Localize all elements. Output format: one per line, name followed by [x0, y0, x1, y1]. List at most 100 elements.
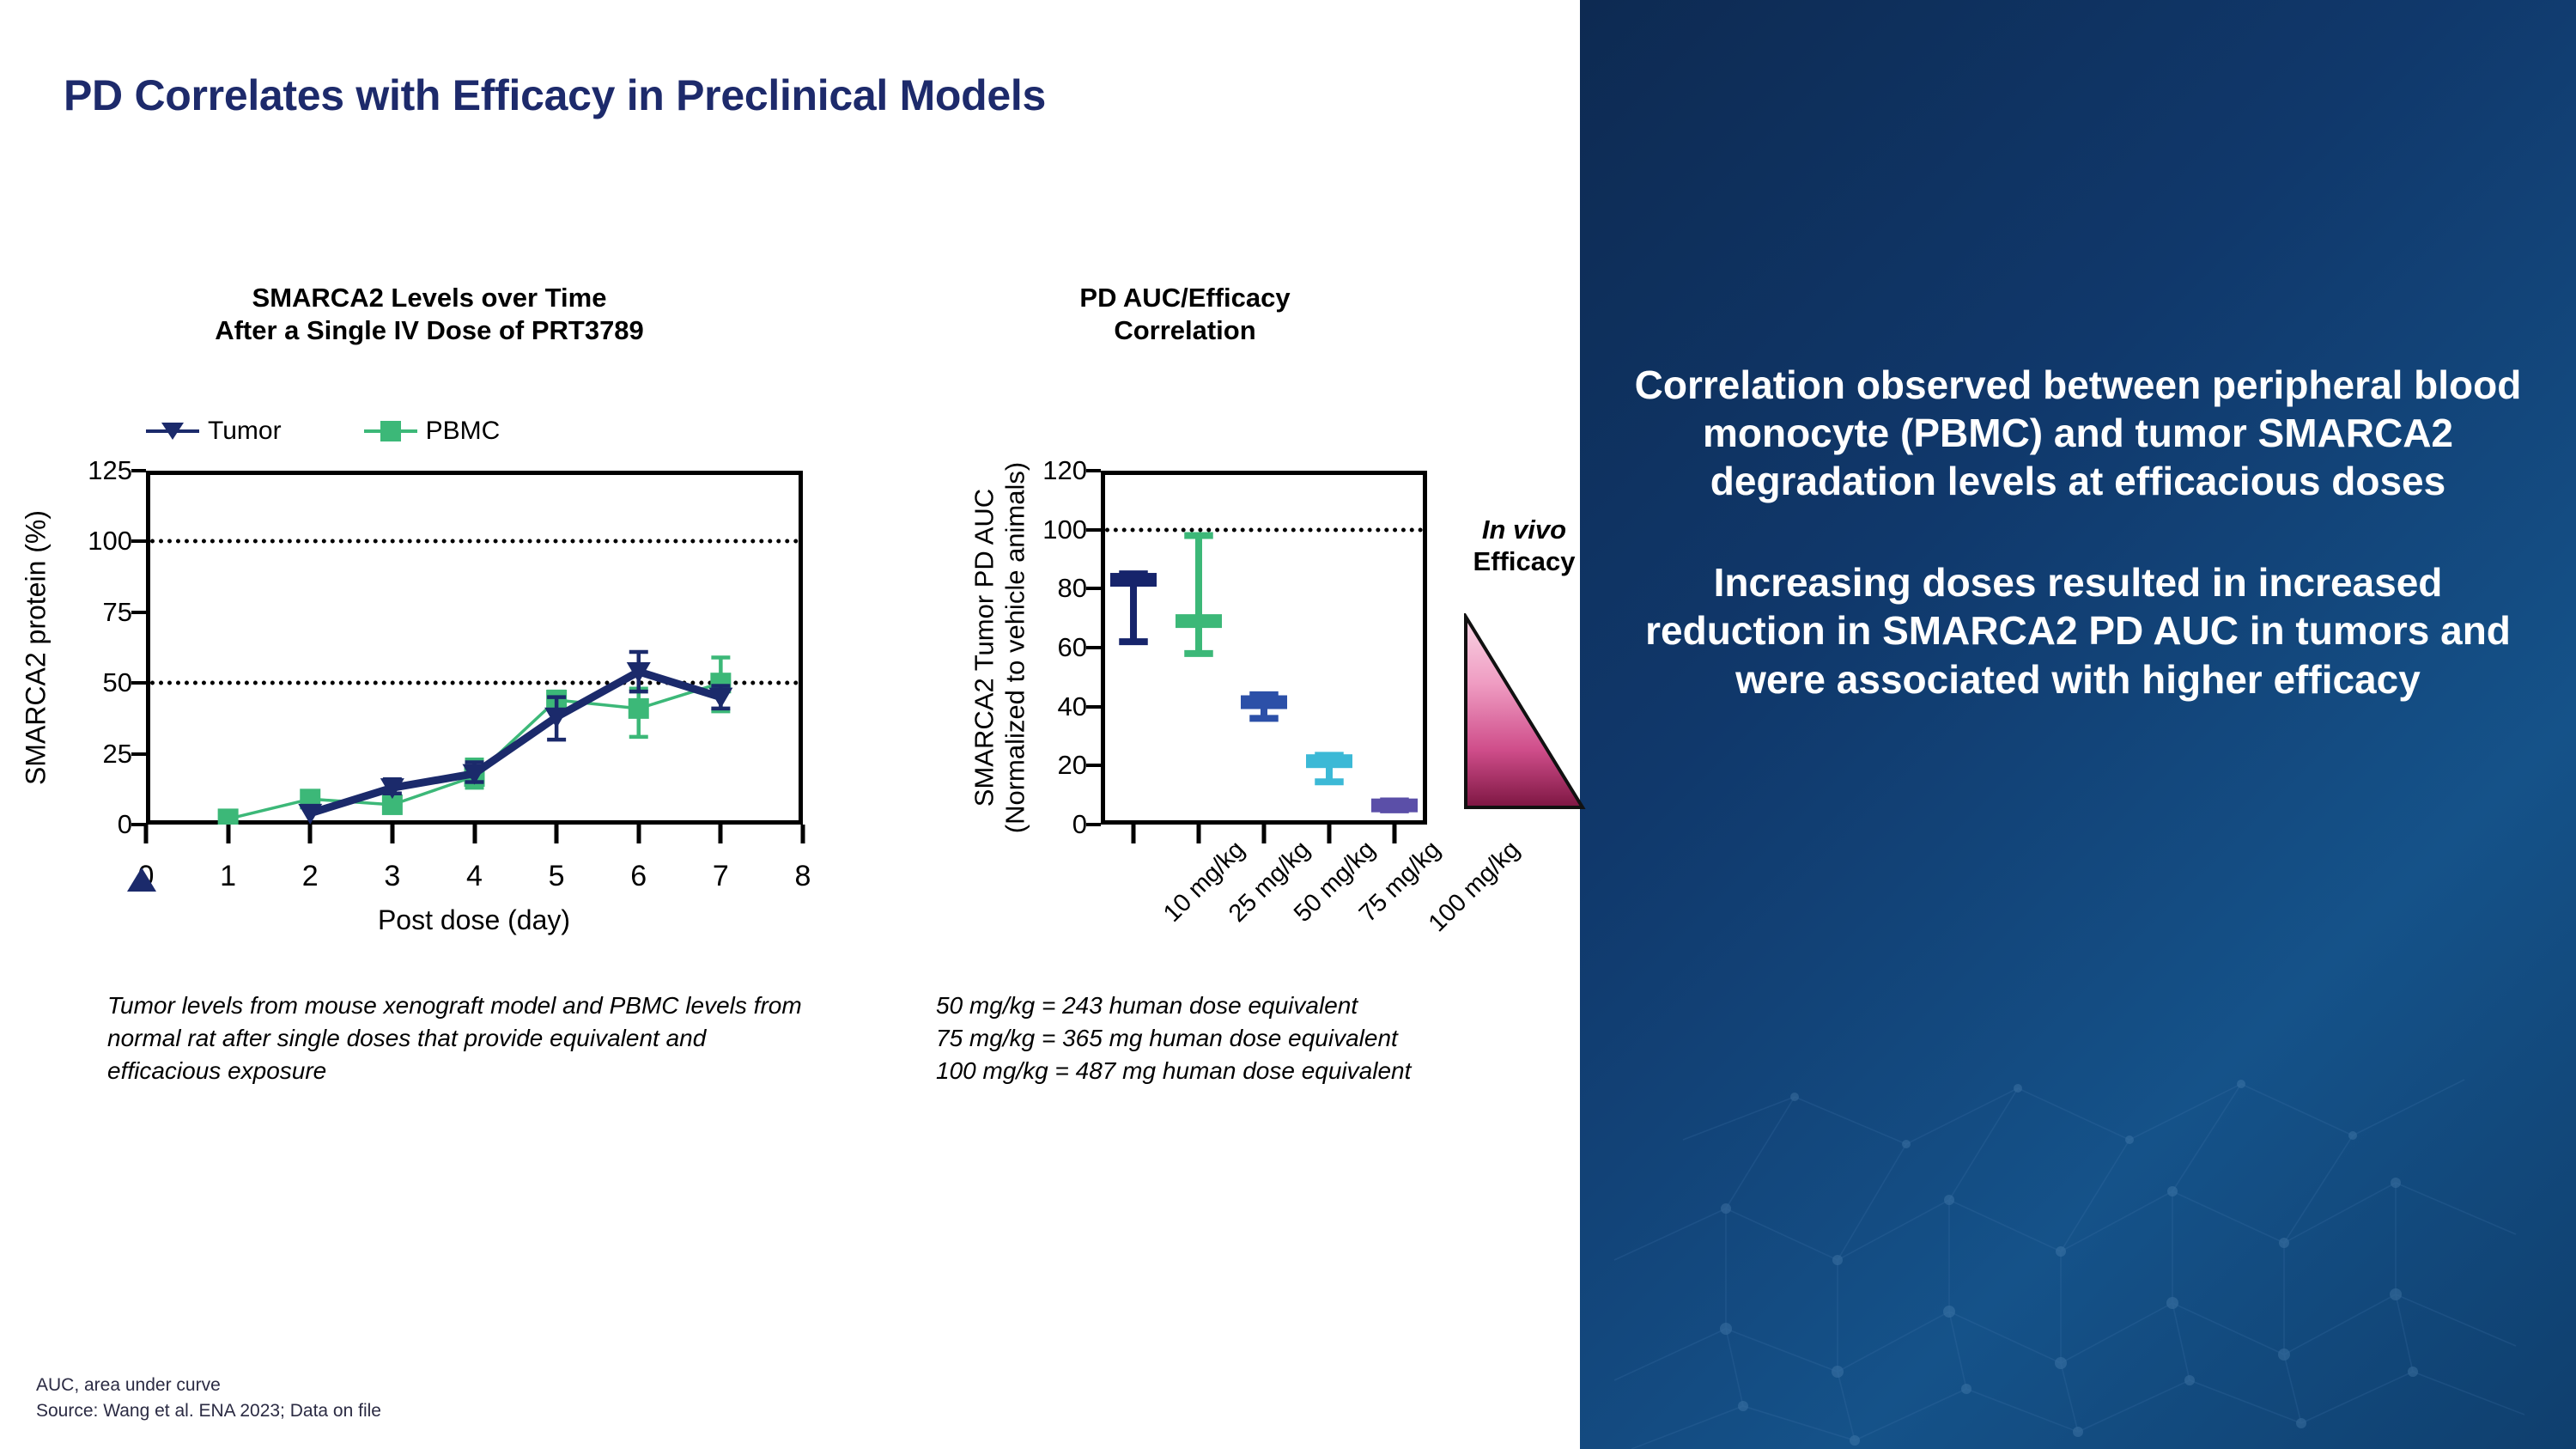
chart1-title: SMARCA2 Levels over Time After a Single … [103, 282, 756, 347]
chart2-y-tick [1086, 823, 1101, 826]
chart1-x-tick [307, 825, 313, 843]
chart2-title-line1: PD AUC/Efficacy [1079, 283, 1291, 313]
chart1-y-tick [131, 610, 146, 614]
chart2-y-tick [1086, 646, 1101, 649]
square-icon [380, 421, 401, 441]
chart2-y-tick-label: 40 [1057, 691, 1087, 721]
chart1-reference-line [150, 539, 799, 544]
chart1-title-line1: SMARCA2 Levels over Time [252, 283, 607, 313]
chart2-box-10-mg-kg [1110, 573, 1157, 588]
chart1-x-tick-label: 1 [220, 860, 237, 892]
chart2-caption-line3: 100 mg/kg = 487 mg human dose equivalent [936, 1057, 1412, 1085]
chart2-box-75-mg-kg [1306, 754, 1352, 769]
chart1-x-tick [472, 825, 477, 843]
chart1-title-line2: After a Single IV Dose of PRT3789 [215, 314, 644, 345]
chart1-x-tick [390, 825, 395, 843]
in-vivo-efficacy-indicator: In vivo Efficacy [1455, 514, 1593, 823]
chart1-y-tick-label: 0 [117, 809, 132, 839]
chart1-x-tick [554, 825, 559, 843]
legend-label-pbmc: PBMC [425, 417, 501, 445]
chart2-y-tick-label: 60 [1057, 632, 1087, 662]
chart2-reference-line [1105, 527, 1423, 533]
chart2-box-25-mg-kg [1176, 614, 1222, 629]
chart1-y-tick-label: 125 [88, 455, 132, 485]
chart2-caption: 50 mg/kg = 243 human dose equivalent 75 … [936, 989, 1554, 1087]
chart1-y-tick [131, 752, 146, 756]
chart1-x-tick [800, 825, 805, 843]
chart1-marker-triangle-down [298, 803, 323, 825]
tumor-legend-swatch [146, 423, 199, 440]
chart1-y-tick-label: 25 [102, 738, 132, 769]
chart1-marker-square [628, 697, 649, 719]
chart1-legend: Tumor PBMC [146, 417, 500, 446]
footer-notes: AUC, area under curve Source: Wang et al… [36, 1373, 381, 1425]
chart2-x-tick [1327, 825, 1332, 843]
efficacy-label-bold: Efficacy [1473, 546, 1576, 577]
efficacy-triangle-icon [1464, 613, 1586, 809]
chart1-x-tick [226, 825, 231, 843]
chart2-y-tick [1086, 704, 1101, 709]
chart1-y-tick [131, 539, 146, 544]
chart2-y-tick-label: 0 [1072, 809, 1087, 839]
right-summary-panel: Correlation observed between peripheral … [1580, 0, 2576, 1449]
chart2-y-tick [1086, 764, 1101, 768]
legend-item-tumor: Tumor [146, 417, 282, 446]
network-decoration [1613, 1079, 2525, 1449]
chart2-caption-line1: 50 mg/kg = 243 human dose equivalent [936, 992, 1358, 1019]
chart1-series-canvas [217, 649, 733, 825]
chart2-series-canvas [1110, 532, 1418, 813]
chart1-x-tick [143, 825, 149, 843]
efficacy-label-italic: In vivo [1481, 514, 1567, 545]
chart1-y-tick [131, 469, 146, 472]
chart2-pd-auc-efficacy-correlation: 0 20 40 60 80 100 120 10 mg/kg 25 mg/kg 50 mg/kg… [969, 455, 1525, 937]
chart2-y-tick-label: 120 [1042, 455, 1087, 485]
dose-arrow-icon [127, 868, 156, 892]
chart1-plot-frame [146, 471, 803, 825]
chart1-y-tick-label: 50 [102, 667, 132, 698]
chart1-x-tick-label: 2 [301, 860, 319, 892]
chart1-marker-square [217, 808, 239, 825]
chart1-marker-triangle-down [544, 707, 569, 728]
triangle-down-icon [161, 423, 184, 440]
chart2-y-axis-title-line2: (Normalized to vehicle animals) [999, 461, 1030, 834]
chart2-y-tick [1086, 527, 1101, 532]
chart2-x-tick [1261, 825, 1267, 843]
chart1-caption: Tumor levels from mouse xenograft model … [107, 992, 802, 1085]
chart1-marker-triangle-down [462, 764, 487, 785]
footer-line-2: Source: Wang et al. ENA 2023; Data on fi… [36, 1401, 381, 1422]
chart1-marker-triangle-down [626, 662, 651, 684]
chart1-x-axis-title: Post dose (day) [377, 904, 571, 935]
chart2-y-axis-title-line1: SMARCA2 Tumor PD AUC [969, 488, 999, 807]
chart2-plot-frame [1101, 471, 1427, 825]
chart2-y-axis-title: SMARCA2 Tumor PD AUC (Normalized to vehi… [969, 462, 1030, 833]
chart1-x-tick [636, 825, 641, 843]
page-title: PD Correlates with Efficacy in Preclinic… [64, 71, 1047, 119]
chart1-x-tick-label: 3 [384, 860, 401, 892]
chart1-x-tick-label: 6 [630, 860, 647, 892]
chart1-x-tick-label: 8 [794, 860, 811, 892]
panel-paragraph-1: Correlation observed between peripheral … [1634, 362, 2522, 504]
chart1-marker-triangle-down [708, 687, 733, 709]
chart2-caption-line2: 75 mg/kg = 365 mg human dose equivalent [936, 1025, 1398, 1052]
chart2-title-line2: Correlation [1114, 314, 1256, 345]
chart2-x-tick [1392, 825, 1397, 843]
chart2-x-tick [1131, 825, 1136, 843]
efficacy-label: In vivo Efficacy [1455, 514, 1593, 577]
chart1-reference-line [150, 680, 799, 685]
chart1-y-tick [131, 823, 146, 826]
chart1-y-tick [131, 681, 146, 685]
chart2-title: PD AUC/Efficacy Correlation [970, 282, 1400, 347]
legend-item-pbmc: PBMC [363, 417, 501, 446]
chart2-box-50-mg-kg [1241, 695, 1287, 709]
chart2-y-tick [1086, 587, 1101, 591]
chart1-x-tick [718, 825, 723, 843]
chart1-line-tumor [308, 667, 722, 818]
chart1-y-axis-title: SMARCA2 protein (%) [20, 509, 52, 786]
chart2-y-tick-label: 100 [1042, 514, 1087, 545]
chart1-x-tick-label: 5 [548, 860, 565, 892]
chart2-y-tick [1086, 469, 1101, 472]
chart1-y-tick-label: 100 [88, 526, 132, 557]
chart1-x-tick-label: 7 [712, 860, 729, 892]
